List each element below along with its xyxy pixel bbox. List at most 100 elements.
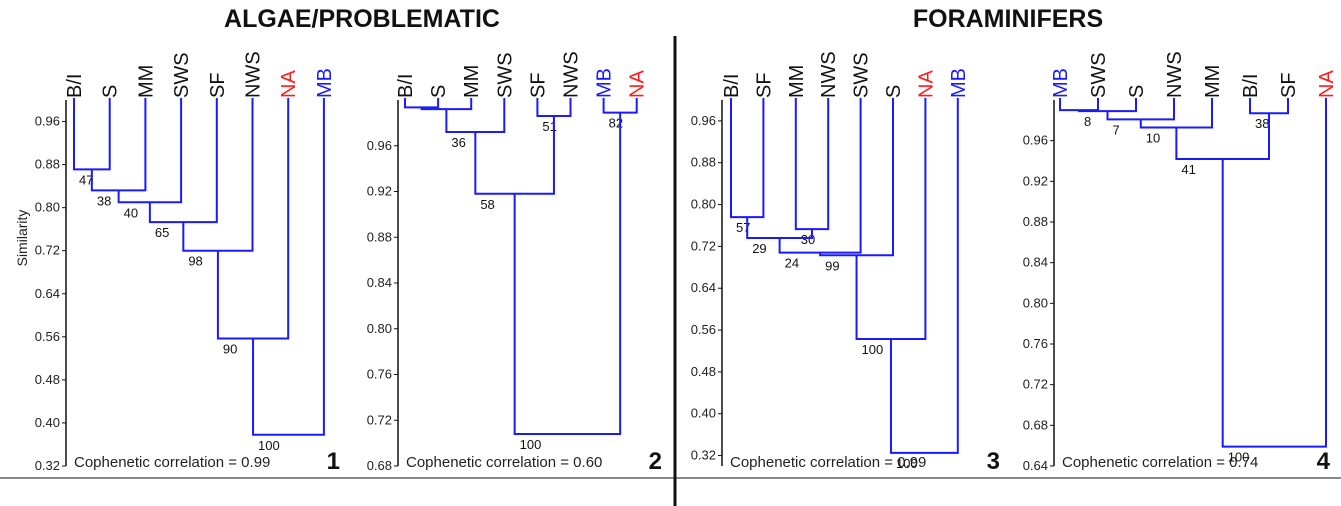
cophenetic-correlation: Cophenetic correlation = 0.99: [730, 454, 926, 471]
y-tick-label: 0.88: [35, 157, 60, 172]
node-support-label: 29: [752, 241, 766, 256]
dendrogram-branch: [819, 98, 894, 257]
cophenetic-correlation: Cophenetic correlation = 0.60: [406, 454, 602, 471]
y-tick-label: 0.48: [691, 364, 716, 379]
dendrogram-panel-1: 0.96 0.88 0.80 0.72 0.64 0.56 0.48 0.40 0.32 B/I S…: [35, 51, 340, 475]
y-tick-label: 0.92: [367, 184, 392, 199]
node-support-label: 57: [736, 220, 750, 235]
node-support-label: 65: [155, 225, 169, 240]
dendrogram-branch: [1139, 98, 1213, 129]
y-tick-label: 0.72: [691, 238, 716, 253]
y-tick-label: 0.88: [1023, 214, 1048, 229]
leaf-label: MB: [948, 68, 970, 98]
y-tick-label: 0.76: [1023, 336, 1048, 351]
node-support-label: 24: [785, 256, 799, 271]
leaf-label: S: [100, 85, 122, 98]
y-tick-label: 0.40: [35, 415, 60, 430]
leaf-label: MB: [1050, 68, 1072, 98]
node-support-label: 7: [1113, 122, 1120, 137]
node-support-label: 38: [97, 193, 111, 208]
leaf-label: S: [1126, 85, 1148, 98]
dendrogram-branch: [1221, 98, 1327, 448]
node-support-label: 10: [1146, 130, 1160, 145]
y-tick-label: 0.56: [691, 322, 716, 337]
panel-number: 3: [987, 448, 1000, 475]
y-tick-label: 0.64: [691, 280, 716, 295]
y-tick-label: 0.96: [367, 138, 392, 153]
leaf-label: MM: [461, 65, 483, 98]
node-support-label: 90: [223, 341, 237, 356]
leaf-label: SF: [527, 72, 549, 98]
node-support-label: 99: [825, 258, 839, 273]
y-tick-label: 0.72: [367, 412, 392, 427]
y-tick-label: 0.96: [1023, 133, 1048, 148]
y-tick-label: 0.72: [1023, 377, 1048, 392]
y-tick-label: 0.68: [1023, 417, 1048, 432]
y-tick-label: 0.80: [367, 321, 392, 336]
node-support-label: 38: [1255, 116, 1269, 131]
cophenetic-correlation: Cophenetic correlation = 0.74: [1062, 454, 1258, 471]
y-tick-label: 0.80: [691, 197, 716, 212]
node-support-label: 100: [520, 437, 542, 452]
leaf-label: SWS: [494, 52, 516, 98]
y-tick-label: 0.92: [1023, 173, 1048, 188]
node-support-label: 41: [1181, 162, 1195, 177]
dendrogram-branch: [404, 98, 440, 109]
y-tick-label: 0.72: [35, 243, 60, 258]
foraminifers-section-title: FORAMINIFERS: [913, 5, 1103, 33]
dendrogram-branch: [730, 98, 765, 219]
dendrogram-branch: [536, 98, 572, 118]
leaf-label: NWS: [561, 51, 583, 98]
leaf-label: S: [428, 85, 450, 98]
leaf-label: MM: [135, 65, 157, 98]
y-tick-label: 0.88: [367, 229, 392, 244]
dendrogram-branch: [148, 98, 218, 224]
y-tick-label: 0.80: [35, 200, 60, 215]
leaf-label: NWS: [818, 51, 840, 98]
leaf-label: B/I: [721, 74, 743, 98]
node-support-label: 100: [258, 438, 280, 453]
leaf-label: B/I: [64, 74, 86, 98]
dendrogram-branch: [855, 98, 927, 340]
leaf-label: MM: [1202, 65, 1224, 98]
dendrogram-branch: [1078, 98, 1137, 113]
panel-number: 4: [1317, 448, 1331, 475]
node-support-label: 100: [1228, 450, 1250, 465]
dendrogram-branch: [746, 217, 813, 240]
y-tick-label: 0.96: [35, 114, 60, 129]
dendrogram-branch: [73, 98, 111, 171]
node-support-label: 30: [801, 232, 815, 247]
panel-number: 1: [327, 448, 340, 475]
leaf-label: SWS: [1088, 52, 1110, 98]
leaf-label: NWS: [243, 51, 265, 98]
leaf-label: MB: [314, 68, 336, 98]
leaf-label: NA: [627, 70, 649, 98]
y-tick-label: 0.80: [1023, 295, 1048, 310]
dendrogram-branch: [252, 98, 325, 436]
leaf-label: S: [883, 85, 905, 98]
dendrogram-panel-4: 0.96 0.92 0.88 0.84 0.80 0.76 0.72 0.68 0.64 MB SW…: [1023, 51, 1338, 475]
dendrogram-branch: [889, 98, 959, 454]
dendrogram-branch: [216, 98, 290, 340]
algae-section-title: ALGAE/PROBLEMATIC: [224, 5, 500, 33]
node-support-label: 47: [79, 172, 93, 187]
dendrogram-branch: [602, 98, 638, 114]
y-tick-label: 0.56: [35, 329, 60, 344]
leaf-label: B/I: [1240, 74, 1262, 98]
y-tick-label: 0.40: [691, 406, 716, 421]
node-support-label: 36: [451, 135, 465, 150]
node-support-label: 8: [1084, 114, 1091, 129]
cophenetic-correlation: Cophenetic correlation = 0.99: [74, 454, 270, 471]
y-tick-label: 0.68: [367, 458, 392, 473]
dendrogram-panel-2: 0.96 0.92 0.88 0.84 0.80 0.76 0.72 0.68 B/I S MM SW…: [367, 51, 662, 475]
dendrogram-branch: [445, 98, 506, 134]
y-tick-label: 0.64: [35, 286, 60, 301]
y-tick-label: 0.84: [1023, 255, 1048, 270]
dendrogram-branch: [1059, 98, 1099, 112]
dendrogram-branch: [513, 112, 622, 435]
leaf-label: NA: [1316, 70, 1338, 98]
dendrogram-branch: [90, 98, 147, 192]
node-support-label: 58: [480, 197, 494, 212]
dendrogram-panel-3: 0.96 0.88 0.80 0.72 0.64 0.56 0.48 0.40 0.32 B/I S…: [691, 51, 1000, 475]
node-support-label: 40: [124, 205, 138, 220]
